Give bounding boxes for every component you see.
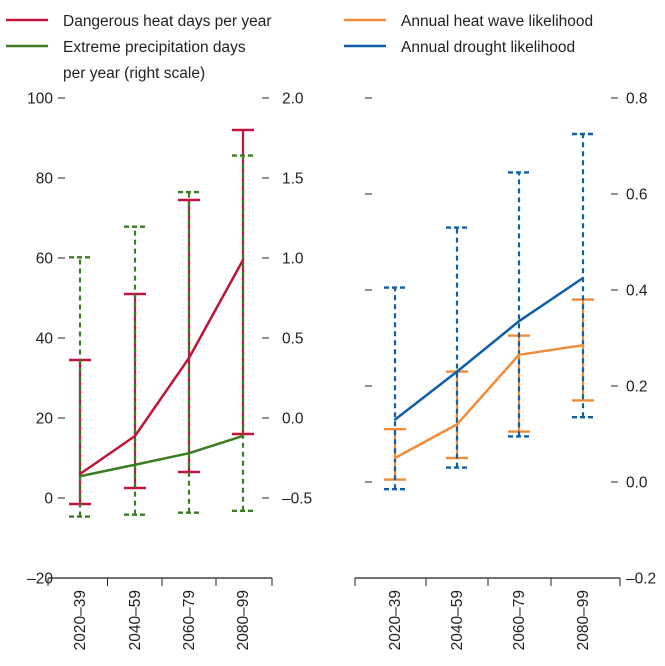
series-line-0 bbox=[394, 343, 584, 460]
data-point-0 bbox=[133, 434, 137, 438]
y-left-tick-label: 0 bbox=[44, 491, 53, 508]
y-right-tick-label: 1.0 bbox=[282, 251, 304, 268]
data-point-0 bbox=[241, 258, 245, 262]
x-category-label: 2020–39 bbox=[72, 590, 89, 650]
data-point-0 bbox=[455, 423, 459, 426]
data-point-1 bbox=[187, 452, 191, 455]
data-point-0 bbox=[78, 472, 82, 476]
data-point-1 bbox=[78, 475, 82, 478]
data-point-0 bbox=[187, 356, 191, 360]
x-category-label: 2020–39 bbox=[387, 590, 404, 650]
y-right-tick-label: 0.2 bbox=[626, 379, 648, 396]
y-left-tick-label: 80 bbox=[36, 171, 54, 188]
y-right-tick-label: –0.2 bbox=[626, 571, 656, 588]
y-right-tick-label: 0.5 bbox=[282, 331, 304, 348]
x-category-label: 2060–79 bbox=[511, 590, 528, 650]
y-left-tick-label: 40 bbox=[36, 331, 54, 348]
legend-label-precip-days-line1: Extreme precipitation days bbox=[63, 39, 246, 56]
y-right-tick-label: 2.0 bbox=[282, 91, 304, 108]
series-line-1 bbox=[394, 276, 584, 421]
y-right-tick-label: 0.6 bbox=[626, 187, 648, 204]
data-point-1 bbox=[241, 434, 245, 438]
right-panel: 0.8 0.6 0.4 0.2 0.0 –0.2 2020–39 2040–59 2060–79… bbox=[354, 91, 656, 650]
data-point-1 bbox=[517, 320, 521, 323]
y-left-tick-label: 20 bbox=[36, 411, 54, 428]
x-category-label: 2080–99 bbox=[575, 590, 592, 650]
legend-label-heat-wave: Annual heat wave likelihood bbox=[401, 13, 593, 30]
legend-label-drought: Annual drought likelihood bbox=[401, 39, 575, 56]
legend-label-precip-days-line2: per year (right scale) bbox=[63, 65, 205, 82]
x-category-label: 2060–79 bbox=[181, 590, 198, 650]
x-category-label: 2040–59 bbox=[449, 590, 466, 650]
x-category-label: 2040–59 bbox=[127, 590, 144, 650]
y-right-tick-label: 0.8 bbox=[626, 91, 648, 108]
y-right-tick-label: 1.5 bbox=[282, 171, 304, 188]
data-point-1 bbox=[393, 418, 397, 421]
y-left-tick-label: 100 bbox=[27, 91, 53, 108]
data-point-0 bbox=[393, 456, 397, 460]
y-right-tick-label: 0.4 bbox=[626, 283, 648, 300]
y-right-tick-label: 0.0 bbox=[282, 411, 304, 428]
y-right-tick-label: 0.0 bbox=[626, 475, 648, 492]
data-point-1 bbox=[455, 370, 459, 373]
data-point-1 bbox=[581, 276, 585, 280]
data-point-0 bbox=[581, 344, 585, 347]
legend-label-heat-days: Dangerous heat days per year bbox=[63, 13, 272, 30]
y-left-tick-label: 60 bbox=[36, 251, 54, 268]
x-category-label: 2080–99 bbox=[235, 590, 252, 650]
data-point-1 bbox=[133, 463, 137, 466]
y-right-tick-label: –0.5 bbox=[282, 491, 312, 508]
legend: Dangerous heat days per year Extreme pre… bbox=[6, 13, 593, 82]
series-line-0 bbox=[79, 259, 245, 476]
series-line-1 bbox=[79, 434, 244, 478]
left-panel: 100 80 60 40 20 0 –20 2.0 1.5 1.0 0.5 0.0 –0.5 2020–3… bbox=[27, 91, 312, 651]
y-left-tick-label: –20 bbox=[27, 571, 53, 588]
data-point-0 bbox=[517, 353, 521, 356]
